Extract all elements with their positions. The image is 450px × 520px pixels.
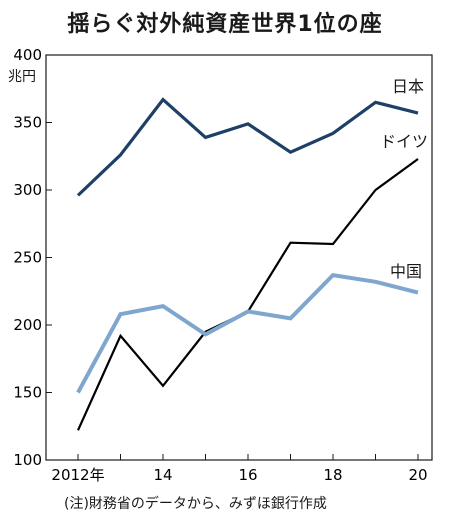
plot-frame: [45, 54, 433, 461]
x-tick-label: 14: [153, 466, 172, 484]
chart-title: 揺らぐ対外純資産世界1位の座: [67, 12, 383, 37]
y-tick-label: 300: [13, 181, 42, 199]
x-tick-label: 18: [323, 466, 342, 484]
series-label: 中国: [390, 262, 422, 281]
y-tick-label: 400: [13, 46, 42, 64]
y-tick-label: 250: [13, 249, 42, 267]
series-line-日本: [76, 97, 419, 197]
y-axis-unit: 兆円: [8, 69, 36, 85]
x-tick-label: 16: [238, 466, 257, 484]
x-tick-label: 2012年: [51, 466, 104, 484]
source-note: (注)財務省のデータから、みずほ銀行作成: [64, 496, 327, 512]
y-tick-label: 150: [13, 384, 42, 402]
x-tick-label: 20: [408, 466, 427, 484]
y-tick-label: 350: [13, 114, 42, 132]
y-tick-label: 100: [13, 451, 42, 469]
series-label: ドイツ: [380, 132, 428, 151]
series-line-中国: [76, 272, 419, 394]
series-label: 日本: [392, 77, 424, 96]
series-line-ドイツ: [76, 158, 419, 431]
y-tick-label: 200: [13, 316, 42, 334]
